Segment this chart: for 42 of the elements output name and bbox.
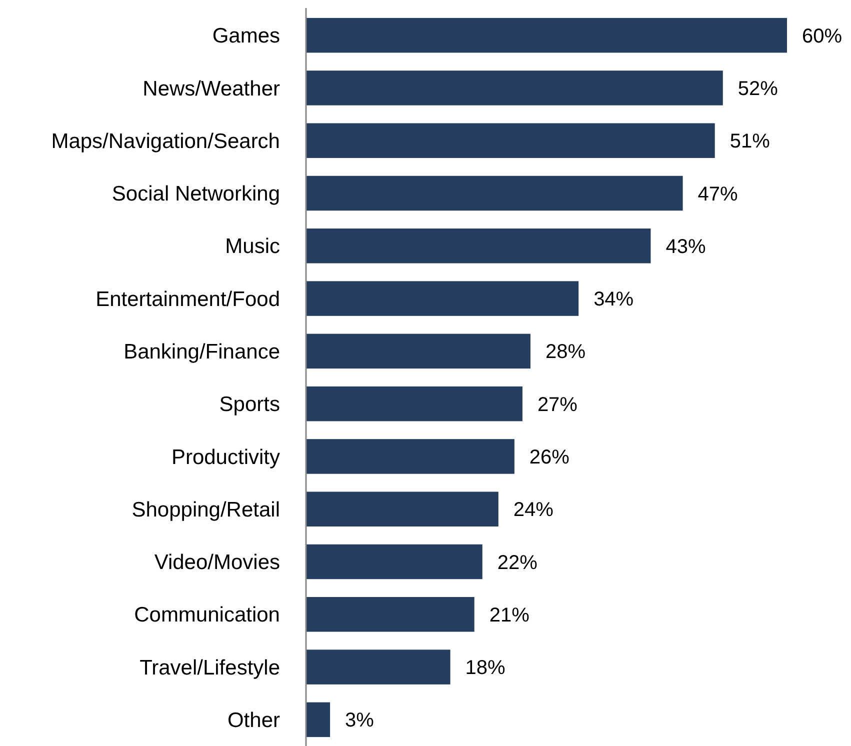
bar: [306, 228, 651, 264]
data-label: 60%: [802, 25, 842, 48]
data-label: 24%: [513, 499, 554, 522]
data-label: 34%: [594, 288, 634, 311]
y-tick-label: Travel/Lifestyle: [140, 656, 280, 680]
y-tick-label: Other: [227, 709, 280, 732]
bar: [306, 386, 522, 422]
y-tick-label: Social Networking: [112, 182, 280, 206]
bar: [306, 650, 450, 684]
y-tick-label: News/Weather: [142, 77, 280, 100]
y-tick-label: Maps/Navigation/Search: [51, 130, 280, 153]
bar: [306, 334, 530, 369]
data-label: 3%: [345, 710, 374, 732]
data-label: 47%: [698, 183, 738, 206]
bar: [306, 70, 723, 106]
data-label: 27%: [537, 394, 578, 416]
bar: [306, 176, 683, 211]
y-tick-label: Shopping/Retail: [132, 498, 280, 522]
data-label: 51%: [730, 130, 770, 153]
bar: [306, 544, 482, 580]
bar: [306, 123, 715, 158]
bar: [306, 439, 514, 474]
y-tick-label: Video/Movies: [154, 551, 280, 574]
bar: [306, 492, 498, 526]
data-label: 22%: [497, 552, 538, 574]
data-label: 26%: [529, 446, 570, 468]
bar: [306, 597, 474, 632]
y-tick-label: Sports: [219, 393, 280, 416]
y-tick-label: Communication: [134, 604, 280, 627]
data-label: 18%: [465, 657, 506, 680]
y-tick-label: Music: [225, 235, 280, 258]
bar: [306, 18, 787, 53]
bar: [306, 281, 579, 316]
data-label: 21%: [489, 604, 530, 626]
data-label: 28%: [545, 341, 586, 364]
bar: [306, 702, 330, 738]
y-tick-label: Productivity: [171, 446, 280, 469]
y-tick-label: Banking/Finance: [124, 340, 280, 364]
data-label: 43%: [666, 236, 706, 258]
y-tick-label: Entertainment/Food: [96, 288, 280, 311]
data-label: 52%: [738, 78, 778, 100]
y-tick-label: Games: [212, 24, 280, 48]
